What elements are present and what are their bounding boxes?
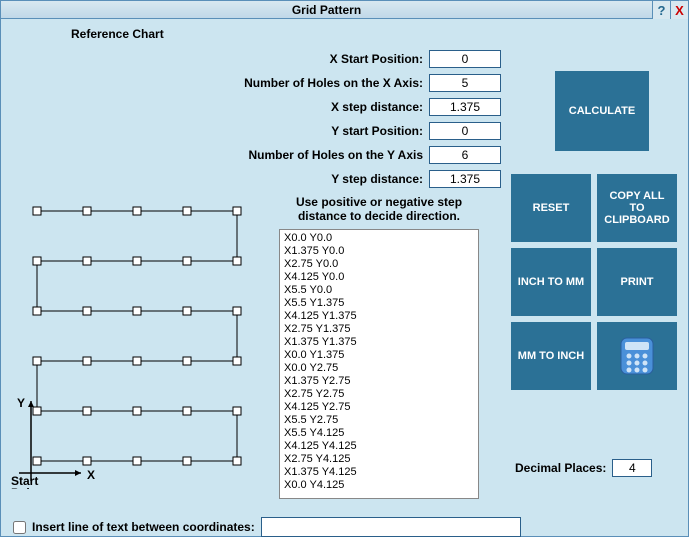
parameter-form: X Start Position: Number of Holes on the…: [241, 49, 501, 193]
insert-text-row: Insert line of text between coordinates:: [13, 517, 521, 537]
x-step-input[interactable]: [429, 98, 501, 116]
reference-chart: XYStartPoint: [9, 189, 269, 489]
y-start-input[interactable]: [429, 122, 501, 140]
x-step-label: X step distance:: [241, 100, 429, 114]
decimal-places-row: Decimal Places:: [515, 459, 652, 477]
calculator-icon: [619, 336, 655, 376]
print-button[interactable]: PRINT: [597, 248, 677, 316]
decimal-places-label: Decimal Places:: [515, 461, 606, 475]
calculator-icon-button[interactable]: [597, 322, 677, 390]
action-buttons: RESET COPY ALL TO CLIPBOARD INCH TO MM P…: [511, 174, 677, 390]
ny-input[interactable]: [429, 146, 501, 164]
svg-text:X: X: [87, 468, 95, 482]
x-start-input[interactable]: [429, 50, 501, 68]
insert-text-input[interactable]: [261, 517, 521, 537]
insert-text-checkbox[interactable]: [13, 521, 26, 534]
x-start-label: X Start Position:: [241, 52, 429, 66]
y-step-input[interactable]: [429, 170, 501, 188]
nx-label: Number of Holes on the X Axis:: [241, 76, 429, 90]
svg-text:Point: Point: [11, 486, 41, 489]
close-button[interactable]: X: [670, 1, 688, 19]
coordinates-output[interactable]: X0.0 Y0.0 X1.375 Y0.0 X2.75 Y0.0 X4.125 …: [279, 229, 479, 499]
inch-to-mm-button[interactable]: INCH TO MM: [511, 248, 591, 316]
svg-text:Y: Y: [17, 396, 25, 410]
insert-text-label: Insert line of text between coordinates:: [32, 520, 255, 534]
direction-hint: Use positive or negative step distance t…: [279, 195, 479, 223]
nx-input[interactable]: [429, 74, 501, 92]
y-start-label: Y start Position:: [241, 124, 429, 138]
mm-to-inch-button[interactable]: MM TO INCH: [511, 322, 591, 390]
content: Reference Chart X Start Position: Number…: [1, 19, 688, 536]
help-button[interactable]: ?: [652, 1, 670, 19]
window-title: Grid Pattern: [1, 3, 652, 17]
calculate-button[interactable]: CALCULATE: [555, 71, 649, 151]
y-step-label: Y step distance:: [241, 172, 429, 186]
decimal-places-input[interactable]: [612, 459, 652, 477]
reset-button[interactable]: RESET: [511, 174, 591, 242]
window: Grid Pattern ? X Reference Chart X Start…: [0, 0, 689, 537]
ny-label: Number of Holes on the Y Axis: [241, 148, 429, 162]
titlebar: Grid Pattern ? X: [1, 1, 688, 19]
copy-all-button[interactable]: COPY ALL TO CLIPBOARD: [597, 174, 677, 242]
reference-chart-label: Reference Chart: [71, 27, 164, 41]
